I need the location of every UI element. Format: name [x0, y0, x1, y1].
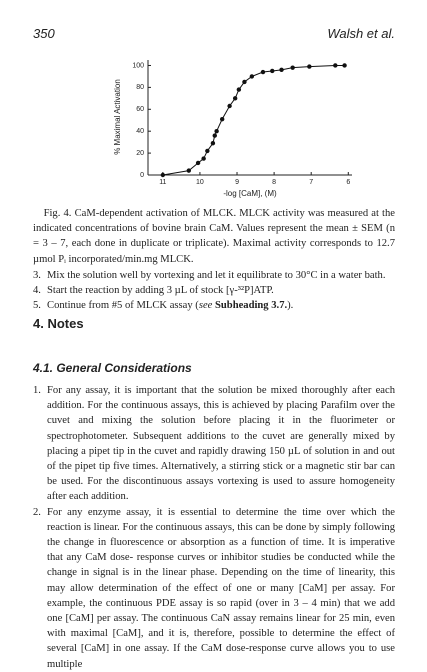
reference: Subheading 3.7. [215, 300, 288, 312]
y-tick-label: 20 [136, 150, 144, 157]
data-point [186, 168, 191, 173]
section-heading: 4. Notes [33, 316, 84, 331]
figure-caption: Fig. 4. CaM-dependent activation of MLCK… [33, 206, 395, 267]
data-point [260, 69, 266, 75]
item-text-part: Mix the solution well by vortexing and l… [47, 270, 386, 281]
x-tick-label: 10 [196, 179, 204, 186]
data-point [227, 103, 232, 109]
list-item: 4. Start the reaction by adding 3 µL of s… [33, 283, 395, 298]
item-text: For any enzyme assay, it is essential to… [47, 505, 395, 672]
data-point [307, 64, 312, 69]
y-axis-label: % Maximal Activation [113, 79, 122, 155]
x-tick-label: 8 [272, 179, 276, 186]
item-text-part: Continue from #5 of MLCK assay ( [47, 300, 199, 312]
y-tick-label: 40 [136, 128, 144, 135]
item-text: For any assay, it is important that the … [47, 383, 395, 505]
chart: % Maximal Activation -log [CaM], (M) 0 20… [113, 60, 352, 198]
item-number: 3. [33, 270, 41, 281]
see-word: see [198, 300, 213, 312]
item-text-part: For any assay, it is important that the … [47, 385, 395, 503]
notes: 1. For any assay, it is important that th… [33, 383, 395, 672]
data-point [210, 141, 216, 146]
data-line [162, 64, 345, 176]
x-tick-label: 6 [346, 179, 350, 186]
data-point [214, 128, 219, 134]
steps: 3. Mix the solution well by vortexing and… [33, 268, 395, 314]
item-number: 2. [33, 506, 41, 518]
item-number: 1. [33, 385, 41, 396]
data-point [232, 96, 238, 101]
data-point [160, 172, 166, 178]
y-tick-label: 100 [132, 62, 144, 69]
y-tick-label: 80 [136, 84, 144, 91]
data-point [270, 68, 275, 74]
x-tick-label: 11 [159, 179, 166, 186]
page-number: 350 [33, 26, 55, 41]
data-point [201, 156, 206, 161]
running-head: Walsh et al. [327, 26, 395, 41]
item-text: Mix the solution well by vortexing and l… [47, 268, 395, 283]
data-point [242, 79, 247, 85]
x-tick-label: 7 [309, 179, 313, 186]
item-text-part: Start the reaction by adding 3 µL of sto… [47, 285, 274, 297]
y-tick-label: 60 [136, 106, 144, 113]
caption-label: Fig. 4. [43, 208, 72, 219]
list-item: 2. For any enzyme assay, it is essential … [33, 505, 395, 672]
list-item: 5. Continue from #5 of MLCK assay (see Su… [33, 298, 395, 313]
page: 350 Walsh et al. % Maximal Activation -l… [33, 26, 395, 670]
item-text: Start the reaction by adding 3 µL of sto… [47, 283, 395, 298]
y-tick-label: 0 [140, 172, 144, 179]
data-point [212, 133, 217, 138]
data-point [205, 148, 210, 154]
item-text: Continue from #5 of MLCK assay (see Subh… [47, 298, 395, 313]
data-point [290, 65, 295, 70]
item-number: 4. [33, 285, 41, 297]
item-text-part: For any enzyme assay, it is essential to… [47, 506, 395, 670]
caption-text: CaM-dependent activation of MLCK. MLCK a… [33, 208, 395, 265]
item-number: 5. [33, 300, 41, 312]
data-point [219, 116, 225, 122]
data-point [333, 63, 338, 68]
list-item: 3. Mix the solution well by vortexing and… [33, 268, 395, 283]
subsection-heading: 4.1. General Considerations [33, 361, 192, 375]
list-item: 1. For any assay, it is important that th… [33, 383, 395, 505]
data-point [249, 74, 255, 79]
x-tick-label: 9 [235, 179, 239, 186]
data-point [342, 63, 347, 68]
data-point [236, 87, 242, 92]
x-axis-label: -log [CaM], (M) [223, 189, 277, 198]
data-point [279, 67, 284, 73]
item-text-end: ). [287, 300, 294, 312]
data-point [195, 160, 201, 166]
